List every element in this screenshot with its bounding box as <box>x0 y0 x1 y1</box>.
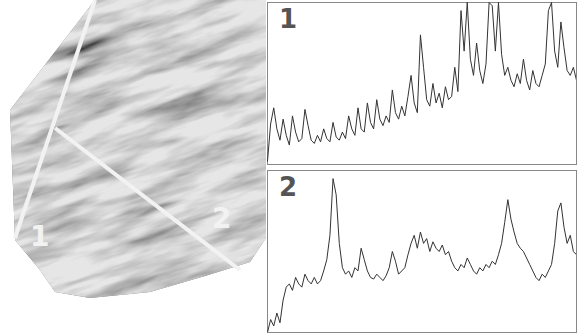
svg-text:1: 1 <box>30 220 49 253</box>
html-text:2: 2 <box>279 172 298 202</box>
svg-text:2: 2 <box>212 202 231 235</box>
html-text:1: 1 <box>279 4 298 34</box>
